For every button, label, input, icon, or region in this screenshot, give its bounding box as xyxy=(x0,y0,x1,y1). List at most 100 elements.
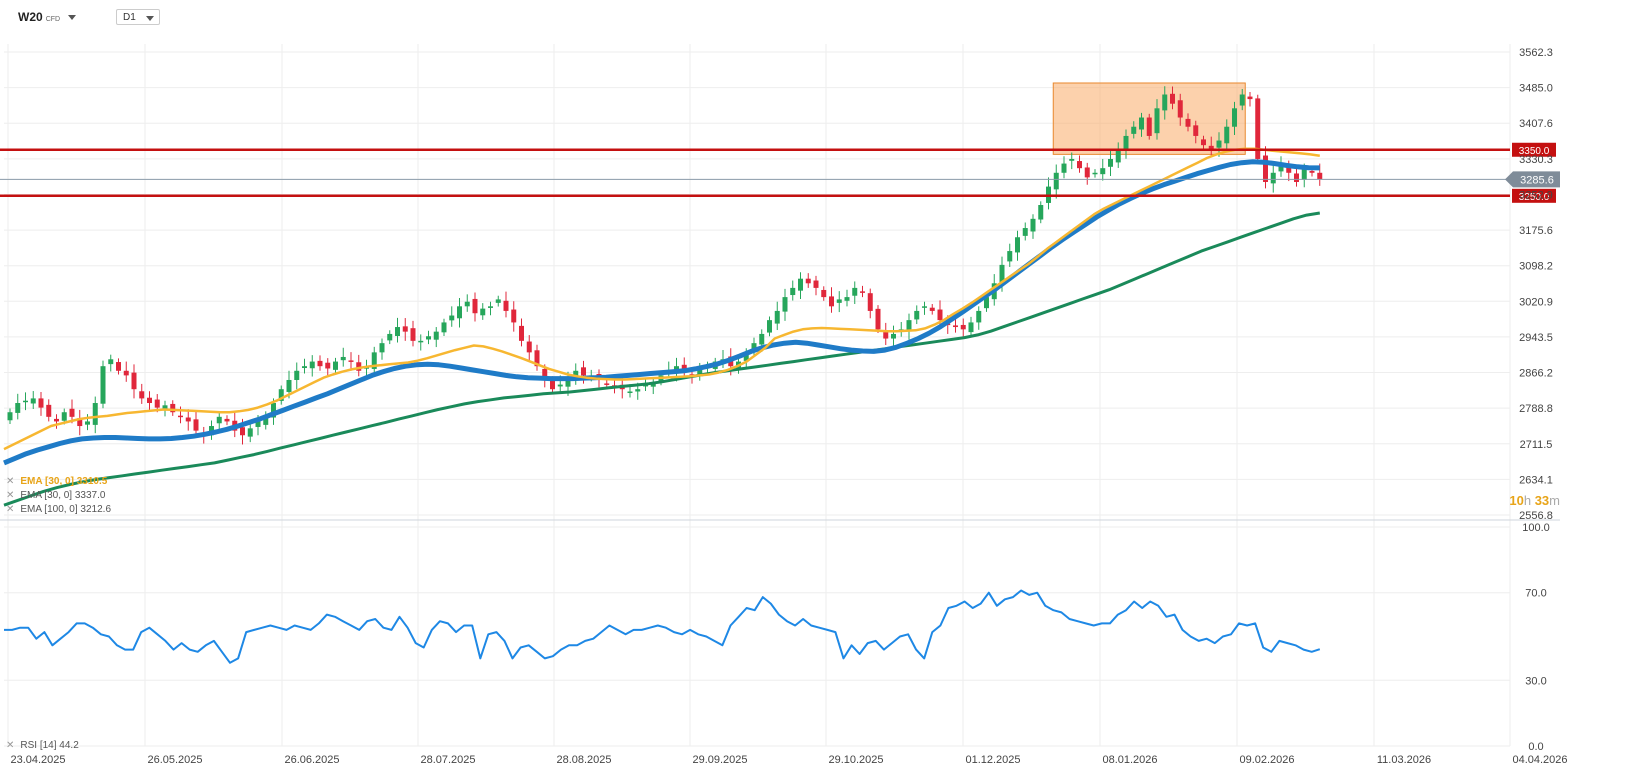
candle-body xyxy=(38,398,44,408)
legend-ema-fast[interactable]: ✕ EMA [30, 0] 3310.5 xyxy=(6,476,107,487)
symbol-selector[interactable]: W20 CFD xyxy=(18,10,77,24)
date-tick-label: 28.08.2025 xyxy=(556,754,611,766)
candle xyxy=(309,355,315,377)
candle-body xyxy=(635,389,641,392)
candle-body xyxy=(1061,163,1067,173)
candle-body xyxy=(534,350,540,367)
candle-body xyxy=(1239,94,1245,106)
candle-body xyxy=(77,418,83,427)
candle-body xyxy=(240,427,245,436)
close-icon[interactable]: ✕ xyxy=(6,504,15,515)
candle-body xyxy=(984,297,989,309)
candle xyxy=(875,305,881,334)
candle-body xyxy=(1038,205,1044,220)
candle-body xyxy=(92,403,98,425)
candle-body xyxy=(953,325,958,328)
candle-body xyxy=(1224,126,1230,144)
candle-body xyxy=(852,287,858,296)
legend-ema-mid-text: EMA [30, 0] 3337.0 xyxy=(20,490,106,501)
candle xyxy=(1224,119,1230,149)
candle-body xyxy=(906,320,912,332)
timer-minutes: 33 xyxy=(1534,493,1550,508)
candle-body xyxy=(844,297,850,301)
candle-body xyxy=(511,309,517,323)
candle xyxy=(216,412,222,431)
candle xyxy=(511,301,517,332)
candle xyxy=(573,363,579,385)
candle xyxy=(1208,136,1214,157)
candle-body xyxy=(464,301,470,307)
candle-body xyxy=(891,333,896,339)
candle-body xyxy=(860,291,865,293)
candle xyxy=(960,318,966,338)
legend-ema-slow[interactable]: ✕ EMA [100, 0] 3212.6 xyxy=(6,504,111,515)
candle xyxy=(1146,113,1152,140)
candle-body xyxy=(1007,251,1013,262)
candle xyxy=(1053,164,1059,199)
close-icon[interactable]: ✕ xyxy=(6,476,15,487)
date-tick-label: 11.03.2026 xyxy=(1377,754,1431,766)
candle-body xyxy=(627,391,633,394)
candle-body xyxy=(340,356,346,361)
legend-ema-fast-text: EMA [30, 0] 3310.5 xyxy=(20,476,108,487)
candle xyxy=(519,318,524,347)
legend-rsi[interactable]: ✕ RSI [14] 44.2 xyxy=(6,740,79,751)
candle-body xyxy=(426,336,431,340)
candle-body xyxy=(255,421,261,427)
candle-body xyxy=(379,343,385,353)
candle xyxy=(852,281,858,305)
candle-body xyxy=(333,361,338,370)
candle xyxy=(1069,152,1075,170)
candle-body xyxy=(387,333,393,341)
candle xyxy=(503,291,509,318)
candle xyxy=(1131,121,1137,139)
candle-body xyxy=(457,306,462,319)
candle-body xyxy=(108,359,114,365)
candle-body xyxy=(681,364,687,371)
candle-body xyxy=(767,320,772,333)
candle-body xyxy=(54,418,59,422)
date-tick-label: 28.07.2025 xyxy=(420,754,475,766)
candle xyxy=(1177,93,1183,126)
toolbar: W20 CFD D1 xyxy=(0,0,1626,34)
symbol-type: CFD xyxy=(45,16,61,23)
candle-body xyxy=(170,403,176,413)
candle xyxy=(333,357,338,374)
ema-slow-line xyxy=(3,211,1321,507)
candle-body xyxy=(697,368,703,377)
candle xyxy=(325,358,331,376)
price-tick-label: 2711.5 xyxy=(1520,439,1553,451)
candle xyxy=(139,383,145,404)
candle xyxy=(1239,88,1245,111)
candle-body xyxy=(1301,168,1307,180)
candle xyxy=(1061,156,1067,179)
timer-hours: 10 xyxy=(1509,493,1524,508)
price-tick-label: 3330.3 xyxy=(1519,154,1553,166)
candle-body xyxy=(23,400,28,403)
close-icon[interactable]: ✕ xyxy=(6,490,15,501)
candle xyxy=(534,344,540,371)
candle-body xyxy=(503,300,509,311)
candle xyxy=(1154,99,1160,140)
last-price-tag xyxy=(1505,171,1560,188)
date-tick-label: 26.05.2025 xyxy=(147,754,202,766)
candle xyxy=(30,391,36,410)
price-tick-label: 3020.9 xyxy=(1519,296,1553,308)
legend-ema-mid[interactable]: ✕ EMA [30, 0] 3337.0 xyxy=(6,490,105,501)
candle xyxy=(1263,146,1268,189)
candle-body xyxy=(1170,93,1175,104)
candle-body xyxy=(294,370,300,380)
candle-body xyxy=(69,408,75,417)
candle-body xyxy=(976,310,982,323)
candle xyxy=(1247,91,1253,107)
ema-fast-line xyxy=(3,147,1320,451)
candle-body xyxy=(1263,155,1268,182)
candle-body xyxy=(1286,167,1292,173)
candle xyxy=(767,316,772,337)
candle xyxy=(418,334,424,351)
candle-body xyxy=(154,399,160,408)
price-tick-label: 3407.6 xyxy=(1519,118,1553,130)
timeframe-selector[interactable]: D1 xyxy=(116,9,160,25)
close-icon[interactable]: ✕ xyxy=(6,740,15,751)
